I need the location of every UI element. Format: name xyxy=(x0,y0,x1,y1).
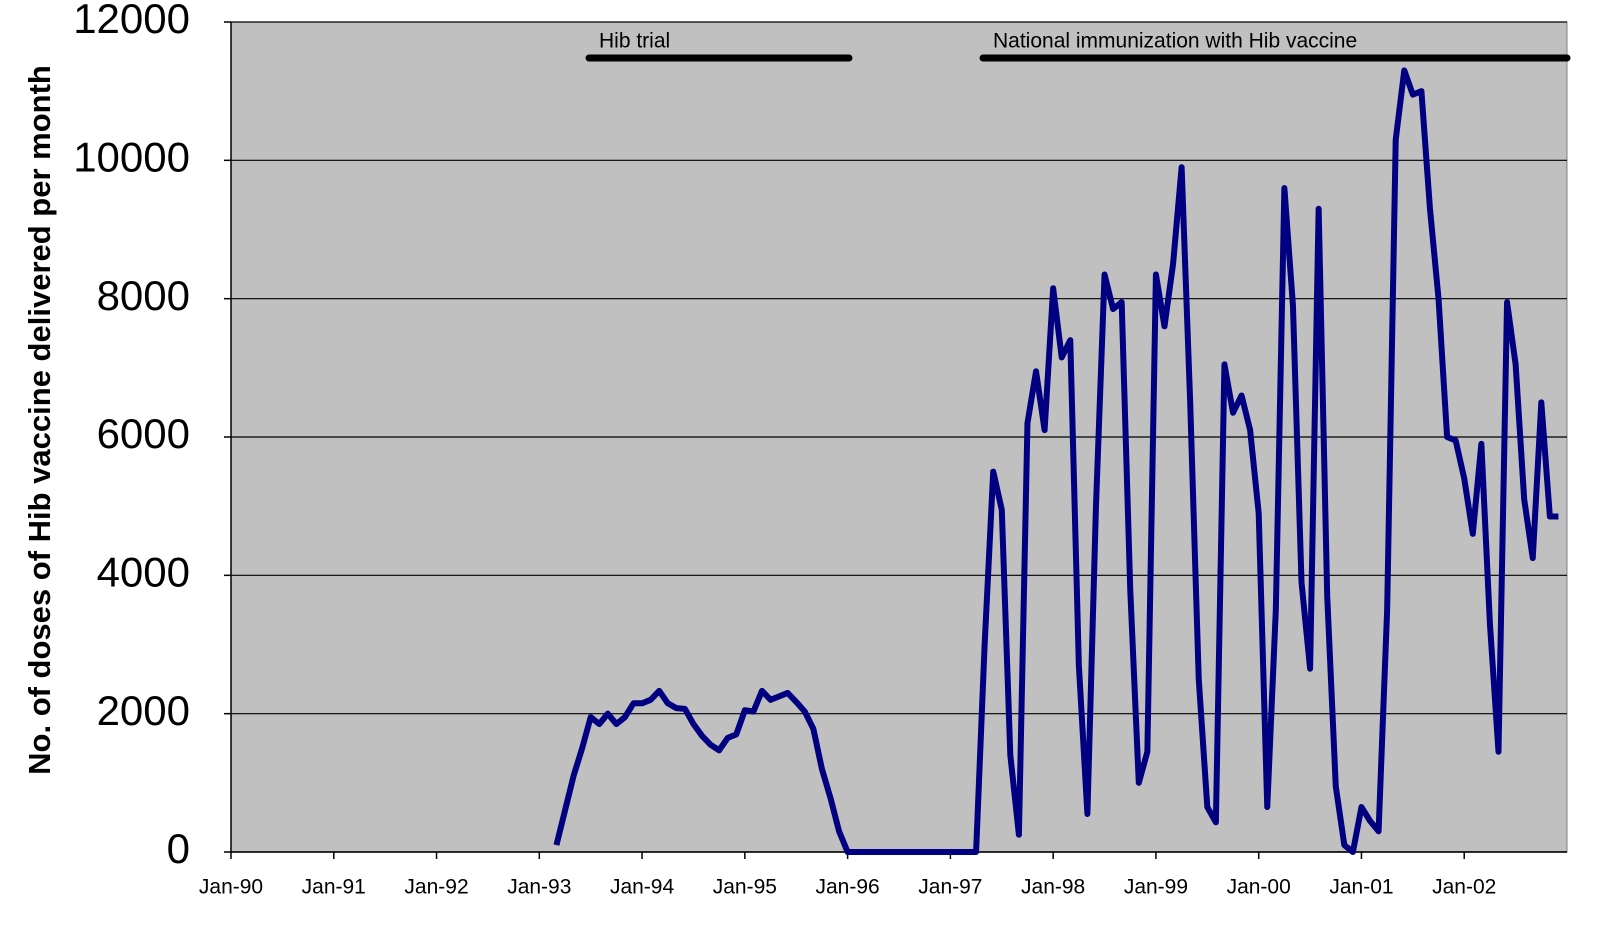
x-tick-label: Jan-95 xyxy=(713,876,777,899)
y-axis-label: No. of doses of Hib vaccine delivered pe… xyxy=(22,65,57,775)
x-tick-label: Jan-01 xyxy=(1329,876,1393,899)
x-tick-label: Jan-92 xyxy=(404,876,468,899)
y-tick-label: 4000 xyxy=(97,548,190,595)
x-tick-label: Jan-98 xyxy=(1021,876,1085,899)
x-tick-label: Jan-02 xyxy=(1432,876,1496,899)
y-tick-label: 10000 xyxy=(73,133,190,180)
x-tick-label: Jan-94 xyxy=(610,876,675,899)
y-tick-label: 0 xyxy=(167,825,190,872)
x-tick-label: Jan-97 xyxy=(918,876,982,899)
x-tick-label: Jan-99 xyxy=(1124,876,1188,899)
annotation: National immunization with Hib vaccine xyxy=(993,30,1357,53)
x-tick-label: Jan-90 xyxy=(199,876,263,899)
x-tick-label: Jan-96 xyxy=(816,876,880,899)
y-tick-label: 2000 xyxy=(97,687,190,734)
x-tick-label: Jan-93 xyxy=(507,876,571,899)
y-tick-label: 8000 xyxy=(97,272,190,319)
y-tick-label: 12000 xyxy=(73,0,190,42)
x-tick-label: Jan-91 xyxy=(302,876,366,899)
x-tick-label: Jan-00 xyxy=(1227,876,1291,899)
annotation: Hib trial xyxy=(599,30,670,53)
data-line xyxy=(553,67,1559,855)
y-tick-label: 6000 xyxy=(97,410,190,457)
